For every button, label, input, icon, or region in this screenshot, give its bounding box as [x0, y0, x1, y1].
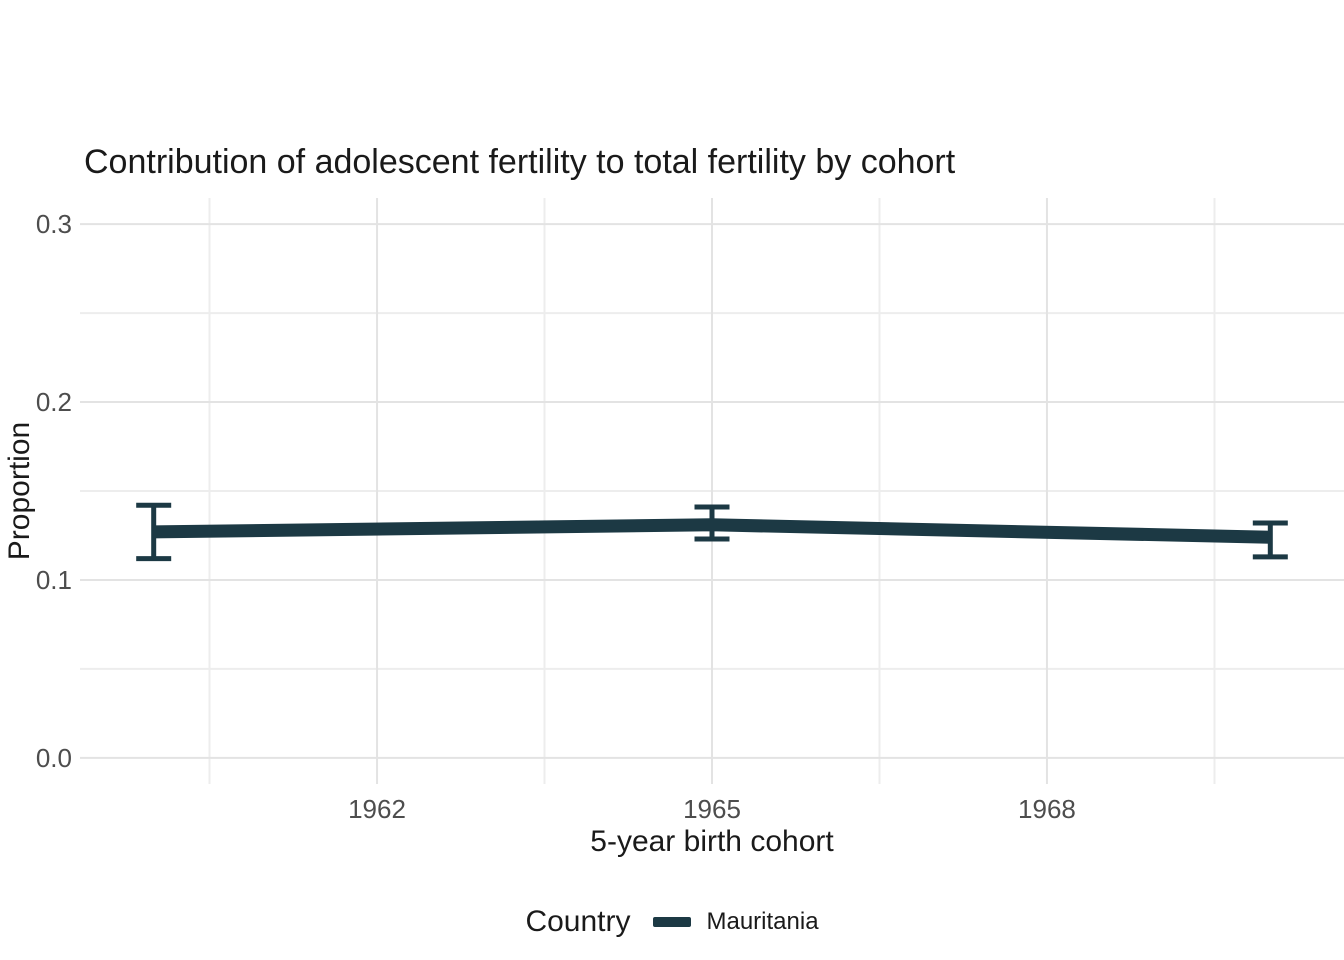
- plot-panel: [80, 198, 1344, 784]
- legend-line-swatch: [653, 917, 692, 927]
- y-tick-label: 0.0: [35, 742, 72, 773]
- chart-title: Contribution of adolescent fertility to …: [84, 143, 956, 181]
- y-axis-title: Proportion: [3, 421, 36, 561]
- y-tick-label: 0.3: [35, 209, 72, 240]
- x-tick-label: 1968: [1018, 794, 1076, 824]
- y-tick-label: 0.2: [35, 387, 72, 418]
- x-tick-label: 1965: [683, 794, 741, 824]
- x-tick-label: 1962: [348, 794, 406, 824]
- plot-svg: [80, 198, 1344, 784]
- y-tick-label: 0.1: [35, 564, 72, 595]
- legend-title: Country: [525, 905, 631, 938]
- legend: Country Mauritania: [0, 900, 1344, 944]
- legend-label: Mauritania: [706, 908, 819, 935]
- x-axis-title: 5-year birth cohort: [590, 825, 834, 858]
- data-line-mauritania: [153, 518, 1271, 544]
